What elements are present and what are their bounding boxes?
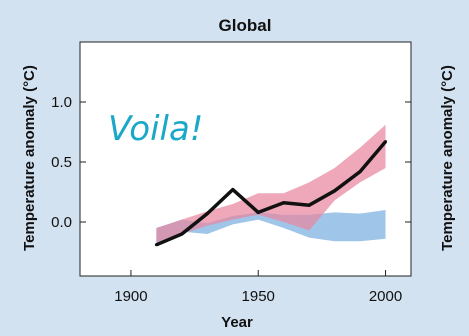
observed-series: [154, 140, 388, 247]
y-tick-label: 0.0: [51, 214, 72, 231]
x-axis-label: Year: [221, 314, 253, 331]
axis-ticks: 1900 1950 2000 0.0 0.5 1.0: [51, 94, 411, 305]
observed-point: [205, 212, 209, 216]
observed-point: [307, 203, 311, 207]
observed-point: [282, 201, 286, 205]
observed-point: [358, 170, 362, 174]
voila-annotation: Voila!: [108, 109, 203, 149]
uncertainty-bands: [156, 124, 386, 244]
y-tick-label: 1.0: [51, 94, 72, 111]
observed-point: [384, 140, 388, 144]
observed-point: [333, 189, 337, 193]
observed-point: [154, 243, 158, 247]
y-axis-label-left: Temperature anomaly (°C): [21, 65, 38, 251]
observed-point: [231, 188, 235, 192]
x-tick-label: 1950: [242, 288, 275, 305]
x-tick-label: 2000: [369, 288, 402, 305]
series-band-2: [156, 124, 386, 243]
series-band-1: [156, 210, 386, 244]
chart-title: Global: [219, 16, 272, 35]
x-tick-label: 1900: [114, 288, 147, 305]
y-tick-label: 0.5: [51, 154, 72, 171]
y-axis-label-right: Temperature anomaly (°C): [439, 65, 456, 251]
observed-line: [155, 140, 387, 247]
observed-point: [180, 232, 184, 236]
observed-point: [256, 210, 260, 214]
